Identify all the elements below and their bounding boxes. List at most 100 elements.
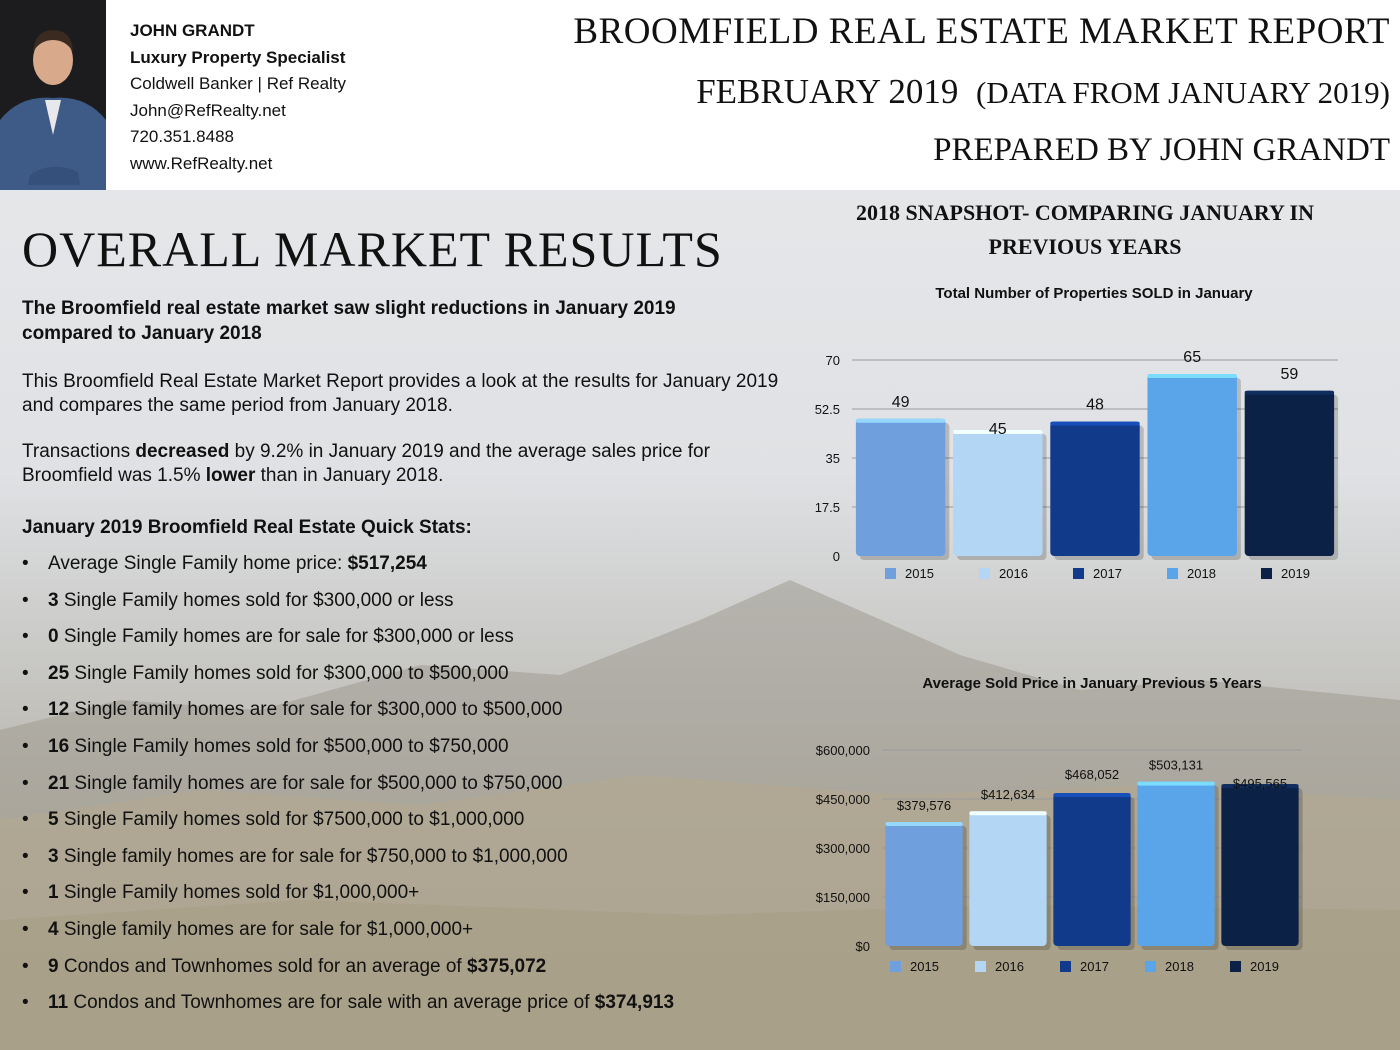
legend-label: 2015 [910,959,939,974]
stat-text: Single family homes are for sale for $30… [69,699,563,721]
quick-stat-item: • 11 Condos and Townhomes are for sale wi… [22,991,674,1028]
agent-email[interactable]: John@RefRealty.net [130,100,286,120]
y-tick-label: 17.5 [815,500,840,515]
data-label: $468,052 [1065,767,1119,782]
snapshot-heading-line1: 2018 SNAPSHOT- COMPARING JANUARY IN [856,200,1314,225]
y-tick-label: 70 [826,353,840,368]
overall-heading: OVERALL MARKET RESULTS [22,221,723,277]
stat-count: 1 [48,882,59,904]
data-label: $379,576 [897,798,951,813]
y-tick-label: $150,000 [816,890,870,905]
chart-properties-sold: Total Number of Properties SOLD in Janua… [760,280,1400,600]
chart-title: Average Sold Price in January Previous 5… [922,675,1261,692]
quick-stats-list: • Average Single Family home price: $517,… [22,552,674,1028]
stat-text: Single Family homes sold for $7500,000 t… [58,809,525,831]
bar-highlight [953,430,1043,434]
data-label: 45 [989,421,1007,438]
agent-website[interactable]: www.RefRealty.net [130,153,273,173]
bullet-icon: • [22,626,29,648]
legend-label: 2017 [1080,959,1109,974]
legend-swatch [979,568,990,579]
stat-text: Single Family homes sold for $300,000 to… [69,662,509,684]
bar [1147,374,1237,556]
bullet-icon: • [22,955,29,977]
quick-stat-item: • Average Single Family home price: $517,… [22,552,674,589]
bar [855,418,946,556]
legend-swatch [1060,961,1071,972]
stat-text: Single family homes are for sale for $50… [69,772,563,794]
bar-highlight [1244,390,1335,395]
legend-swatch [1230,961,1241,972]
bar-highlight [855,418,946,423]
agent-phone[interactable]: 720.351.8488 [130,127,234,146]
chart-properties-sold-svg: Total Number of Properties SOLD in Janua… [815,285,1339,581]
y-tick-label: 52.5 [815,402,840,417]
data-label: $503,131 [1149,758,1203,773]
bullet-icon: • [22,845,29,867]
p2-b: decreased [135,441,230,462]
bar [1053,793,1131,946]
y-tick-label: $0 [856,939,870,954]
bar-highlight [1053,793,1131,798]
quick-stat-item: • 4 Single family homes are for sale for … [22,918,674,955]
chart-average-price: Average Sold Price in January Previous 5… [760,670,1400,990]
stat-text: Single Family homes are for sale for $30… [58,626,514,648]
y-tick-label: $300,000 [816,841,870,856]
report-month-text: FEBRUARY 2019 [696,72,959,111]
stat-price: $375,072 [467,955,547,977]
p2-e: than in January 2018. [255,465,444,486]
report-prepared-by: PREPARED BY JOHN GRANDT [933,132,1390,168]
legend-swatch [1261,568,1272,579]
legend-label: 2015 [905,566,934,581]
snapshot-heading-line2: PREVIOUS YEARS [988,234,1182,259]
bullet-icon: • [22,882,29,904]
stat-count: 12 [48,699,70,721]
bar [969,811,1047,946]
data-label: 49 [892,394,910,411]
y-tick-label: $600,000 [816,743,870,758]
legend-swatch [1145,961,1156,972]
bullet-icon: • [22,809,29,831]
y-tick-label: 0 [833,549,840,564]
stat-price: $517,254 [347,553,427,574]
bar-highlight [1147,374,1237,378]
data-label: $495,565 [1233,776,1287,791]
data-label: 59 [1281,366,1299,383]
bullet-icon: • [22,699,29,721]
stat-price: $374,913 [594,992,675,1014]
stat-count: 21 [48,772,70,794]
background-mountains [0,580,1400,1050]
bar [1137,781,1215,946]
bar [885,822,963,946]
agent-name: JOHN GRANDT [130,21,255,40]
stat-count: 9 [48,955,59,977]
legend-label: 2018 [1187,566,1216,581]
stat-count: 16 [48,735,70,757]
stat-count: 25 [48,662,70,684]
report-header: JOHN GRANDT Luxury Property Specialist C… [0,0,1400,190]
data-label: $412,634 [981,787,1035,802]
quick-stat-item: • 3 Single Family homes sold for $300,000… [22,589,674,626]
legend-label: 2019 [1250,959,1279,974]
bar [1244,390,1335,556]
bar-highlight [885,822,963,827]
stat-text: Condos and Townhomes sold for an average… [58,955,467,977]
intro-text: The Broomfield real estate market saw sl… [22,298,676,344]
legend-label: 2016 [995,959,1024,974]
legend-swatch [885,568,896,579]
snapshot-heading: 2018 SNAPSHOT- COMPARING JANUARY IN PREV… [820,196,1350,264]
legend-swatch [890,961,901,972]
report-data-note: (DATA FROM JANUARY 2019) [975,75,1390,110]
y-tick-label: 35 [826,451,840,466]
data-label: 48 [1086,397,1104,414]
y-tick-label: $450,000 [816,792,870,807]
chart-average-price-svg: Average Sold Price in January Previous 5… [816,675,1303,974]
stat-text: Average Single Family home price: [48,553,348,574]
p2-d: lower [205,465,256,486]
bullet-icon: • [22,589,29,611]
bullet-icon: • [22,662,29,684]
main-content: OVERALL MARKET RESULTS The Broomfield re… [0,190,1400,1050]
stat-count: 11 [48,992,69,1014]
quick-stat-item: • 3 Single family homes are for sale for … [22,845,674,882]
quick-stats-title: January 2019 Broomfield Real Estate Quic… [22,517,472,538]
